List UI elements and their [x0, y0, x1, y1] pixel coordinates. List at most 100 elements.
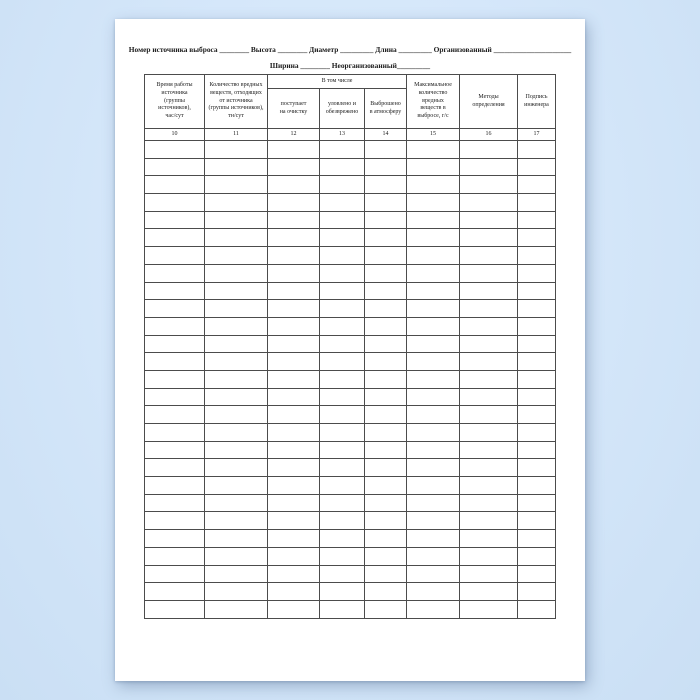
empty-cell	[144, 405, 205, 424]
empty-cell	[459, 599, 519, 619]
empty-cell	[406, 316, 461, 336]
empty-cell	[319, 476, 365, 495]
column-number: 16	[459, 128, 519, 141]
empty-cell	[319, 193, 365, 212]
empty-cell	[517, 352, 557, 371]
document-page: Номер источника выброса ________ Высота …	[115, 19, 585, 681]
empty-cell	[204, 352, 268, 371]
empty-cell	[144, 210, 205, 230]
col-header-max-quantity: Максимальное количество вредных веществ …	[406, 74, 461, 129]
empty-cell	[204, 316, 268, 336]
empty-cell	[459, 387, 519, 407]
empty-cell	[517, 281, 557, 301]
empty-cell	[267, 140, 320, 159]
empty-cell	[144, 193, 205, 212]
table-row	[144, 369, 557, 389]
empty-cell	[267, 493, 320, 513]
col-header-released-atmosphere: Выброшено в атмосферу	[363, 88, 408, 129]
emission-source-table: Время работы источника (группы источнико…	[144, 74, 557, 619]
empty-cell	[363, 334, 408, 354]
empty-cell	[517, 193, 557, 212]
empty-cell	[204, 175, 268, 195]
empty-cell	[363, 228, 408, 248]
empty-cell	[204, 387, 268, 407]
empty-cell	[144, 458, 205, 478]
empty-cell	[459, 405, 519, 424]
empty-cell	[363, 210, 408, 230]
empty-cell	[144, 281, 205, 301]
empty-cell	[459, 582, 519, 601]
table-row	[144, 493, 557, 513]
empty-cell	[144, 246, 205, 265]
empty-cell	[363, 316, 408, 336]
empty-cell	[319, 564, 365, 584]
empty-cell	[406, 369, 461, 389]
empty-cell	[144, 140, 205, 159]
empty-cell	[406, 440, 461, 460]
empty-cell	[319, 369, 365, 389]
col-header-determination-methods: Методы определения	[459, 74, 519, 129]
empty-cell	[406, 140, 461, 159]
table-row	[144, 157, 557, 177]
empty-cell	[144, 175, 205, 195]
empty-cell	[267, 299, 320, 318]
empty-cell	[267, 582, 320, 601]
column-number: 13	[319, 128, 365, 141]
table-row	[144, 440, 557, 460]
empty-cell	[204, 210, 268, 230]
empty-cell	[144, 316, 205, 336]
empty-cell	[406, 193, 461, 212]
empty-cell	[204, 193, 268, 212]
empty-cell	[406, 405, 461, 424]
empty-cell	[144, 493, 205, 513]
empty-cell	[406, 493, 461, 513]
empty-cell	[267, 405, 320, 424]
empty-cell	[363, 157, 408, 177]
empty-cell	[267, 599, 320, 619]
empty-cell	[459, 352, 519, 371]
table-row	[144, 529, 557, 548]
empty-cell	[459, 564, 519, 584]
empty-cell	[204, 476, 268, 495]
empty-cell	[406, 599, 461, 619]
empty-cell	[267, 423, 320, 442]
empty-cell	[363, 564, 408, 584]
empty-cell	[517, 564, 557, 584]
table-row	[144, 316, 557, 336]
column-number: 15	[406, 128, 461, 141]
empty-cell	[363, 529, 408, 548]
empty-cell	[204, 493, 268, 513]
empty-cell	[459, 316, 519, 336]
empty-cell	[363, 423, 408, 442]
empty-cell	[204, 564, 268, 584]
table-row	[144, 140, 557, 159]
empty-cell	[363, 140, 408, 159]
empty-cell	[363, 599, 408, 619]
empty-cell	[363, 405, 408, 424]
empty-cell	[459, 193, 519, 212]
empty-cell	[319, 387, 365, 407]
empty-cell	[267, 246, 320, 265]
empty-cell	[406, 175, 461, 195]
table-row	[144, 299, 557, 318]
empty-cell	[204, 228, 268, 248]
empty-cell	[267, 175, 320, 195]
empty-cell	[406, 476, 461, 495]
empty-cell	[459, 493, 519, 513]
table-row	[144, 423, 557, 442]
empty-cell	[363, 476, 408, 495]
empty-cell	[319, 582, 365, 601]
table-row	[144, 246, 557, 265]
empty-cell	[204, 546, 268, 566]
header-row-top: Время работы источника (группы источнико…	[144, 74, 557, 129]
column-number: 12	[267, 128, 320, 141]
empty-cell	[406, 582, 461, 601]
empty-cell	[319, 140, 365, 159]
empty-cell	[363, 440, 408, 460]
empty-cell	[406, 228, 461, 248]
empty-cell	[406, 423, 461, 442]
col-header-source-worktime: Время работы источника (группы источнико…	[144, 74, 205, 129]
empty-cell	[204, 263, 268, 283]
col-group-header-including: В том числе	[266, 74, 408, 89]
